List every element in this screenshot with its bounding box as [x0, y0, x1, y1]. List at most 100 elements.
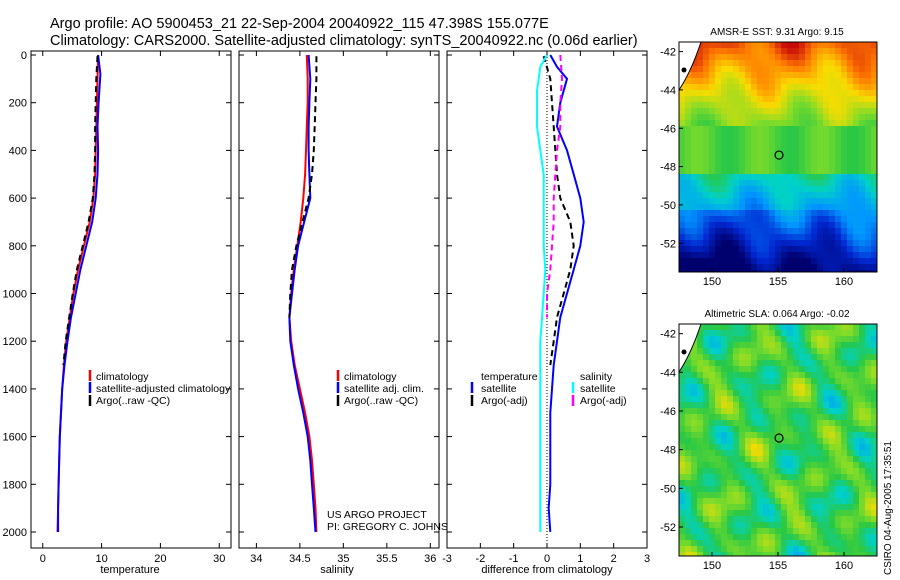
- map-cell: [763, 168, 769, 174]
- map-cell: [745, 162, 751, 168]
- map-cell: [709, 462, 715, 468]
- map-cell: [871, 204, 877, 210]
- map-cell: [853, 426, 859, 432]
- map-cell: [769, 222, 775, 228]
- map-cell: [871, 78, 877, 84]
- map-cell: [775, 366, 781, 372]
- map-cell: [847, 498, 853, 504]
- map-cell: [799, 480, 805, 486]
- map-cell: [763, 174, 769, 180]
- map-cell: [745, 120, 751, 126]
- map-cell: [775, 438, 781, 444]
- map-cell: [847, 162, 853, 168]
- map-cell: [805, 258, 811, 264]
- map-cell: [721, 444, 727, 450]
- map-cell: [733, 138, 739, 144]
- map-cell: [691, 156, 697, 162]
- map-cell: [775, 234, 781, 240]
- map-cell: [781, 510, 787, 516]
- map-cell: [805, 138, 811, 144]
- map-cell: [847, 372, 853, 378]
- map-cell: [679, 114, 685, 120]
- map-cell: [835, 450, 841, 456]
- map-cell: [745, 378, 751, 384]
- map-cell: [691, 174, 697, 180]
- map-cell: [709, 174, 715, 180]
- map-cell: [769, 246, 775, 252]
- map-cell: [823, 354, 829, 360]
- map-cell: [781, 444, 787, 450]
- map-cell: [853, 132, 859, 138]
- map-cell: [853, 108, 859, 114]
- map-cell: [835, 96, 841, 102]
- map-cell: [721, 360, 727, 366]
- map-cell: [679, 180, 685, 186]
- map-y-tick-label: -42: [660, 47, 676, 59]
- map-cell: [787, 228, 793, 234]
- map-cell: [757, 474, 763, 480]
- map-cell: [685, 522, 691, 528]
- header-line1: Argo profile: AO 5900453_21 22-Sep-2004 …: [50, 16, 549, 32]
- map-cell: [769, 432, 775, 438]
- map-cell: [709, 330, 715, 336]
- map-cell: [715, 84, 721, 90]
- map-cell: [715, 348, 721, 354]
- map-cell: [787, 366, 793, 372]
- map-cell: [721, 396, 727, 402]
- map-cell: [697, 396, 703, 402]
- map-cell: [679, 432, 685, 438]
- map-cell: [703, 468, 709, 474]
- map-cell: [817, 366, 823, 372]
- map-cell: [679, 444, 685, 450]
- map-cell: [763, 456, 769, 462]
- map-cell: [691, 546, 697, 552]
- map-cell: [799, 438, 805, 444]
- map-cell: [817, 114, 823, 120]
- map-cell: [805, 132, 811, 138]
- map-cell: [751, 552, 757, 556]
- map-cell: [829, 192, 835, 198]
- map-cell: [841, 444, 847, 450]
- map-cell: [763, 84, 769, 90]
- map-cell: [847, 156, 853, 162]
- map-cell: [715, 462, 721, 468]
- map-cell: [739, 168, 745, 174]
- map-cell: [733, 534, 739, 540]
- map-cell: [841, 516, 847, 522]
- map-cell: [739, 102, 745, 108]
- map-cell: [733, 180, 739, 186]
- map-cell: [793, 324, 799, 330]
- map-cell: [697, 450, 703, 456]
- map-cell: [793, 42, 799, 48]
- map-cell: [691, 540, 697, 546]
- map-x-tick-label: 155: [769, 276, 787, 288]
- map-cell: [829, 270, 835, 272]
- map-x-tick-label: 150: [703, 560, 721, 572]
- map-cell: [763, 216, 769, 222]
- map-cell: [763, 96, 769, 102]
- map-cell: [733, 396, 739, 402]
- map-cell: [829, 114, 835, 120]
- map-cell: [823, 150, 829, 156]
- map-cell: [721, 210, 727, 216]
- map-cell: [685, 462, 691, 468]
- map-cell: [835, 534, 841, 540]
- map-cell: [763, 228, 769, 234]
- map-cell: [829, 138, 835, 144]
- map-cell: [823, 468, 829, 474]
- map-cell: [865, 492, 871, 498]
- map-cell: [733, 348, 739, 354]
- map-cell: [847, 108, 853, 114]
- map-cell: [727, 84, 733, 90]
- map-cell: [763, 426, 769, 432]
- map-cell: [781, 390, 787, 396]
- map-cell: [727, 480, 733, 486]
- map-cell: [805, 396, 811, 402]
- map-cell: [787, 438, 793, 444]
- map-cell: [775, 540, 781, 546]
- map-cell: [781, 72, 787, 78]
- map-cell: [733, 528, 739, 534]
- map-cell: [811, 366, 817, 372]
- map-cell: [709, 114, 715, 120]
- map-cell: [823, 138, 829, 144]
